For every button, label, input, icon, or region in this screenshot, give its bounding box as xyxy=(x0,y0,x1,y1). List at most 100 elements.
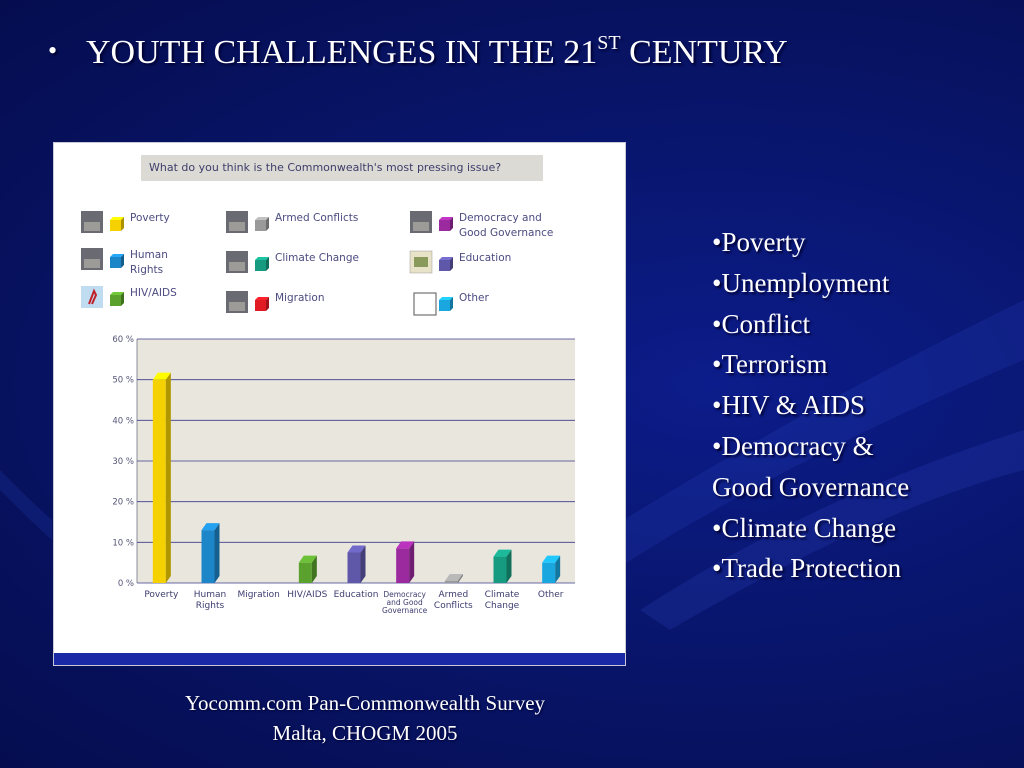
bar-front xyxy=(298,562,312,583)
bullet-item: •Climate Change xyxy=(712,512,897,543)
legend-swatch xyxy=(110,295,121,306)
bar-top xyxy=(347,545,366,553)
bullet-item: •Unemployment xyxy=(712,267,890,298)
legend-item-hiv-aids: HIV/AIDS xyxy=(81,286,177,308)
legend-swatch-side xyxy=(121,254,124,268)
source-caption: Yocomm.com Pan-Commonwealth Survey Malta… xyxy=(130,688,600,748)
legend-item-climate-change: Climate Change xyxy=(226,251,359,273)
slide-title: • YOUTH CHALLENGES IN THE 21ST CENTURY xyxy=(48,33,788,72)
bullet-item: Good Governance xyxy=(712,471,910,502)
bar-top xyxy=(152,372,171,380)
bullet-item: •Poverty xyxy=(712,227,806,257)
x-category-label: Governance xyxy=(382,606,428,615)
red-ribbon-icon xyxy=(88,288,98,305)
x-category-label: Climate xyxy=(485,590,520,600)
legend-label: HIV/AIDS xyxy=(130,287,177,299)
legend-label: Good Governance xyxy=(459,227,553,239)
bar-side xyxy=(409,541,415,583)
legend-swatch-top xyxy=(439,257,453,260)
legend-item-human-rights: Human Rights xyxy=(81,248,168,276)
bar-front xyxy=(347,552,361,583)
y-tick-label: 60 % xyxy=(112,335,134,345)
legend-photo-detail xyxy=(84,259,100,268)
x-category-label: Poverty xyxy=(144,590,179,600)
bar-side xyxy=(555,555,561,583)
bar-other xyxy=(542,555,561,583)
legend-item-armed-conflicts: Armed Conflicts xyxy=(226,211,358,233)
survey-question: What do you think is the Commonwealth's … xyxy=(141,155,543,181)
x-category-label: Education xyxy=(334,590,379,600)
bar-front xyxy=(396,548,410,583)
bar-human-rights xyxy=(201,523,220,583)
legend-thumbnail-detail xyxy=(414,257,428,267)
y-tick-label: 0 % xyxy=(118,579,134,589)
caption-line-1: Yocomm.com Pan-Commonwealth Survey xyxy=(184,691,546,715)
legend-swatch-side xyxy=(121,292,124,306)
legend-label: Poverty xyxy=(130,212,170,224)
legend-swatch xyxy=(439,300,450,311)
legend-item-migration: Migration xyxy=(226,291,325,313)
legend-thumbnail xyxy=(413,292,437,316)
x-category-label: HIV/AIDS xyxy=(287,590,327,600)
legend-photo-detail xyxy=(84,222,100,231)
bar-side xyxy=(214,523,220,583)
title-text: YOUTH CHALLENGES IN THE 21 xyxy=(86,34,598,71)
bullet-item: •Democracy & xyxy=(712,430,874,461)
x-category-label: and Good xyxy=(387,598,423,607)
bar-hiv-aids xyxy=(298,555,317,583)
bullet-item: •Conflict xyxy=(712,308,810,339)
bar-top xyxy=(444,573,463,581)
bar-climate-change xyxy=(493,549,512,583)
panel-bottom-bar xyxy=(54,653,625,665)
bar-front xyxy=(201,530,215,583)
legend-swatch-side xyxy=(450,217,453,231)
bar-top xyxy=(493,549,512,557)
legend-photo-detail xyxy=(229,222,245,231)
legend-swatch-top xyxy=(439,217,453,220)
bar-top xyxy=(201,523,220,531)
bullet-item: •Terrorism xyxy=(712,349,828,380)
legend-label: Rights xyxy=(130,264,163,276)
x-category-label: Conflicts xyxy=(434,601,473,611)
bar-top xyxy=(396,541,415,549)
legend-swatch-top xyxy=(255,297,269,300)
legend-swatch-side xyxy=(266,257,269,271)
legend-label: Climate Change xyxy=(275,252,359,264)
legend-swatch-top xyxy=(110,254,124,257)
bar-side xyxy=(360,545,366,583)
legend-swatch-side xyxy=(450,297,453,311)
bar-side xyxy=(506,549,512,583)
bar-poverty xyxy=(152,372,171,583)
x-category-label: Migration xyxy=(237,590,279,600)
title-tail: CENTURY xyxy=(620,34,788,71)
legend-label: Armed Conflicts xyxy=(275,212,358,224)
legend-item-other: Other xyxy=(413,292,489,316)
x-category-label: Democracy xyxy=(383,590,426,599)
bullet-item: •Trade Protection xyxy=(712,553,902,584)
legend-swatch xyxy=(439,260,450,271)
survey-chart-panel: What do you think is the Commonwealth's … xyxy=(53,142,626,666)
legend-swatch xyxy=(439,220,450,231)
title-bullet: • xyxy=(48,36,58,65)
bar-front xyxy=(152,379,166,583)
bar-front xyxy=(493,556,507,583)
legend-label: Migration xyxy=(275,292,325,304)
bar-top xyxy=(542,555,561,563)
legend-item-education: Education xyxy=(409,250,511,274)
legend-item-poverty: Poverty xyxy=(81,211,170,233)
bullet-item: •HIV & AIDS xyxy=(712,390,865,421)
legend-swatch-side xyxy=(121,217,124,231)
legend-swatch xyxy=(255,300,266,311)
legend-photo-detail xyxy=(413,222,429,231)
legend-swatch-side xyxy=(266,297,269,311)
legend-label: Other xyxy=(459,292,489,304)
bar-front xyxy=(542,562,556,583)
y-tick-label: 10 % xyxy=(112,538,134,548)
bar-armed-conflicts xyxy=(444,573,463,583)
bar-front xyxy=(444,580,458,583)
legend-swatch-side xyxy=(450,257,453,271)
legend-swatch-side xyxy=(266,217,269,231)
x-category-label: Human xyxy=(194,590,226,600)
bar-side xyxy=(457,573,463,583)
